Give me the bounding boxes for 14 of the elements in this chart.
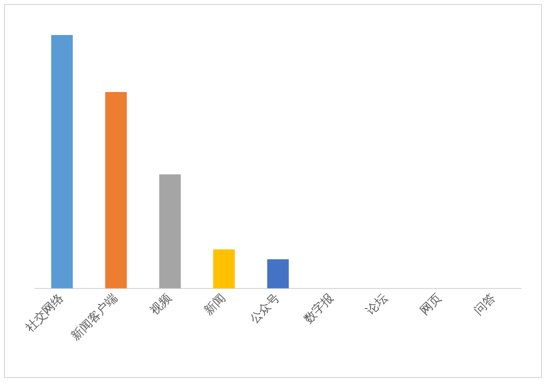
x-tick-label: 论坛 — [363, 290, 390, 318]
bar — [213, 249, 235, 288]
x-tick-label: 问答 — [471, 290, 498, 318]
x-tick-label: 网页 — [417, 290, 444, 318]
x-tick-label: 新闻 — [201, 290, 228, 318]
bar — [159, 174, 181, 288]
bar — [51, 35, 73, 288]
x-tick-label: 数字报 — [300, 290, 336, 326]
bar — [105, 92, 127, 288]
x-tick-label: 新闻客户端 — [68, 290, 120, 344]
x-tick-label: 公众号 — [246, 290, 282, 326]
bar — [267, 259, 289, 288]
x-tick-label: 视频 — [147, 290, 174, 318]
x-tick-label: 社交网络 — [22, 290, 66, 335]
